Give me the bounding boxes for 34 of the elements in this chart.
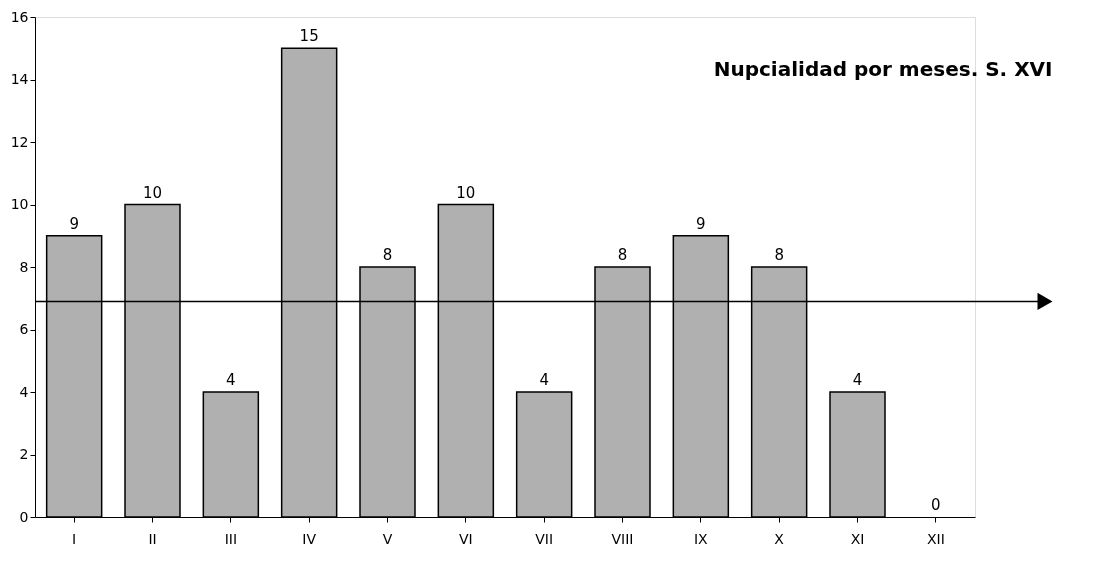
data-label: 8 [382, 246, 393, 264]
data-label: 9 [696, 214, 706, 233]
y-tick-label: 2 [19, 446, 29, 462]
text: Nupcialidad por meses. S. XVI [713, 57, 1053, 81]
x-tick-label: II [148, 530, 157, 547]
x-tick-label: III [224, 530, 238, 547]
data-label: 8 [774, 246, 784, 264]
x-tick-label: IX [693, 530, 709, 547]
data-label: 9 [69, 214, 79, 233]
x-tick-label: VIII [611, 530, 634, 547]
data-label: 4 [539, 371, 549, 389]
x-tick-label: I [72, 530, 77, 547]
data-label: 4 [226, 371, 236, 389]
x-tick-label: XII [926, 530, 945, 547]
x-tick-label: V [382, 530, 393, 547]
x-tick-label: XI [850, 530, 865, 547]
data-label: 4 [852, 371, 863, 389]
y-tick-label: 16 [10, 8, 29, 25]
data-label: 15 [299, 27, 319, 46]
x-tick-label: VI [458, 530, 473, 547]
y-tick-label: 0 [19, 508, 29, 525]
data-label: 8 [617, 246, 628, 264]
y-tick-label: 12 [10, 133, 29, 150]
y-tick-label: 4 [19, 383, 29, 400]
data-label: 10 [142, 183, 163, 202]
x-tick-label: VII [535, 530, 554, 547]
x-tick-label: X [774, 530, 785, 547]
y-tick-label: 8 [19, 258, 29, 275]
x-tick-label: IV [302, 530, 317, 547]
y-tick-label: 6 [19, 321, 29, 337]
y-tick-label: 14 [10, 71, 29, 87]
data-label: 0 [931, 496, 941, 514]
y-tick-label: 10 [10, 196, 29, 212]
data-label: 10 [456, 183, 476, 202]
